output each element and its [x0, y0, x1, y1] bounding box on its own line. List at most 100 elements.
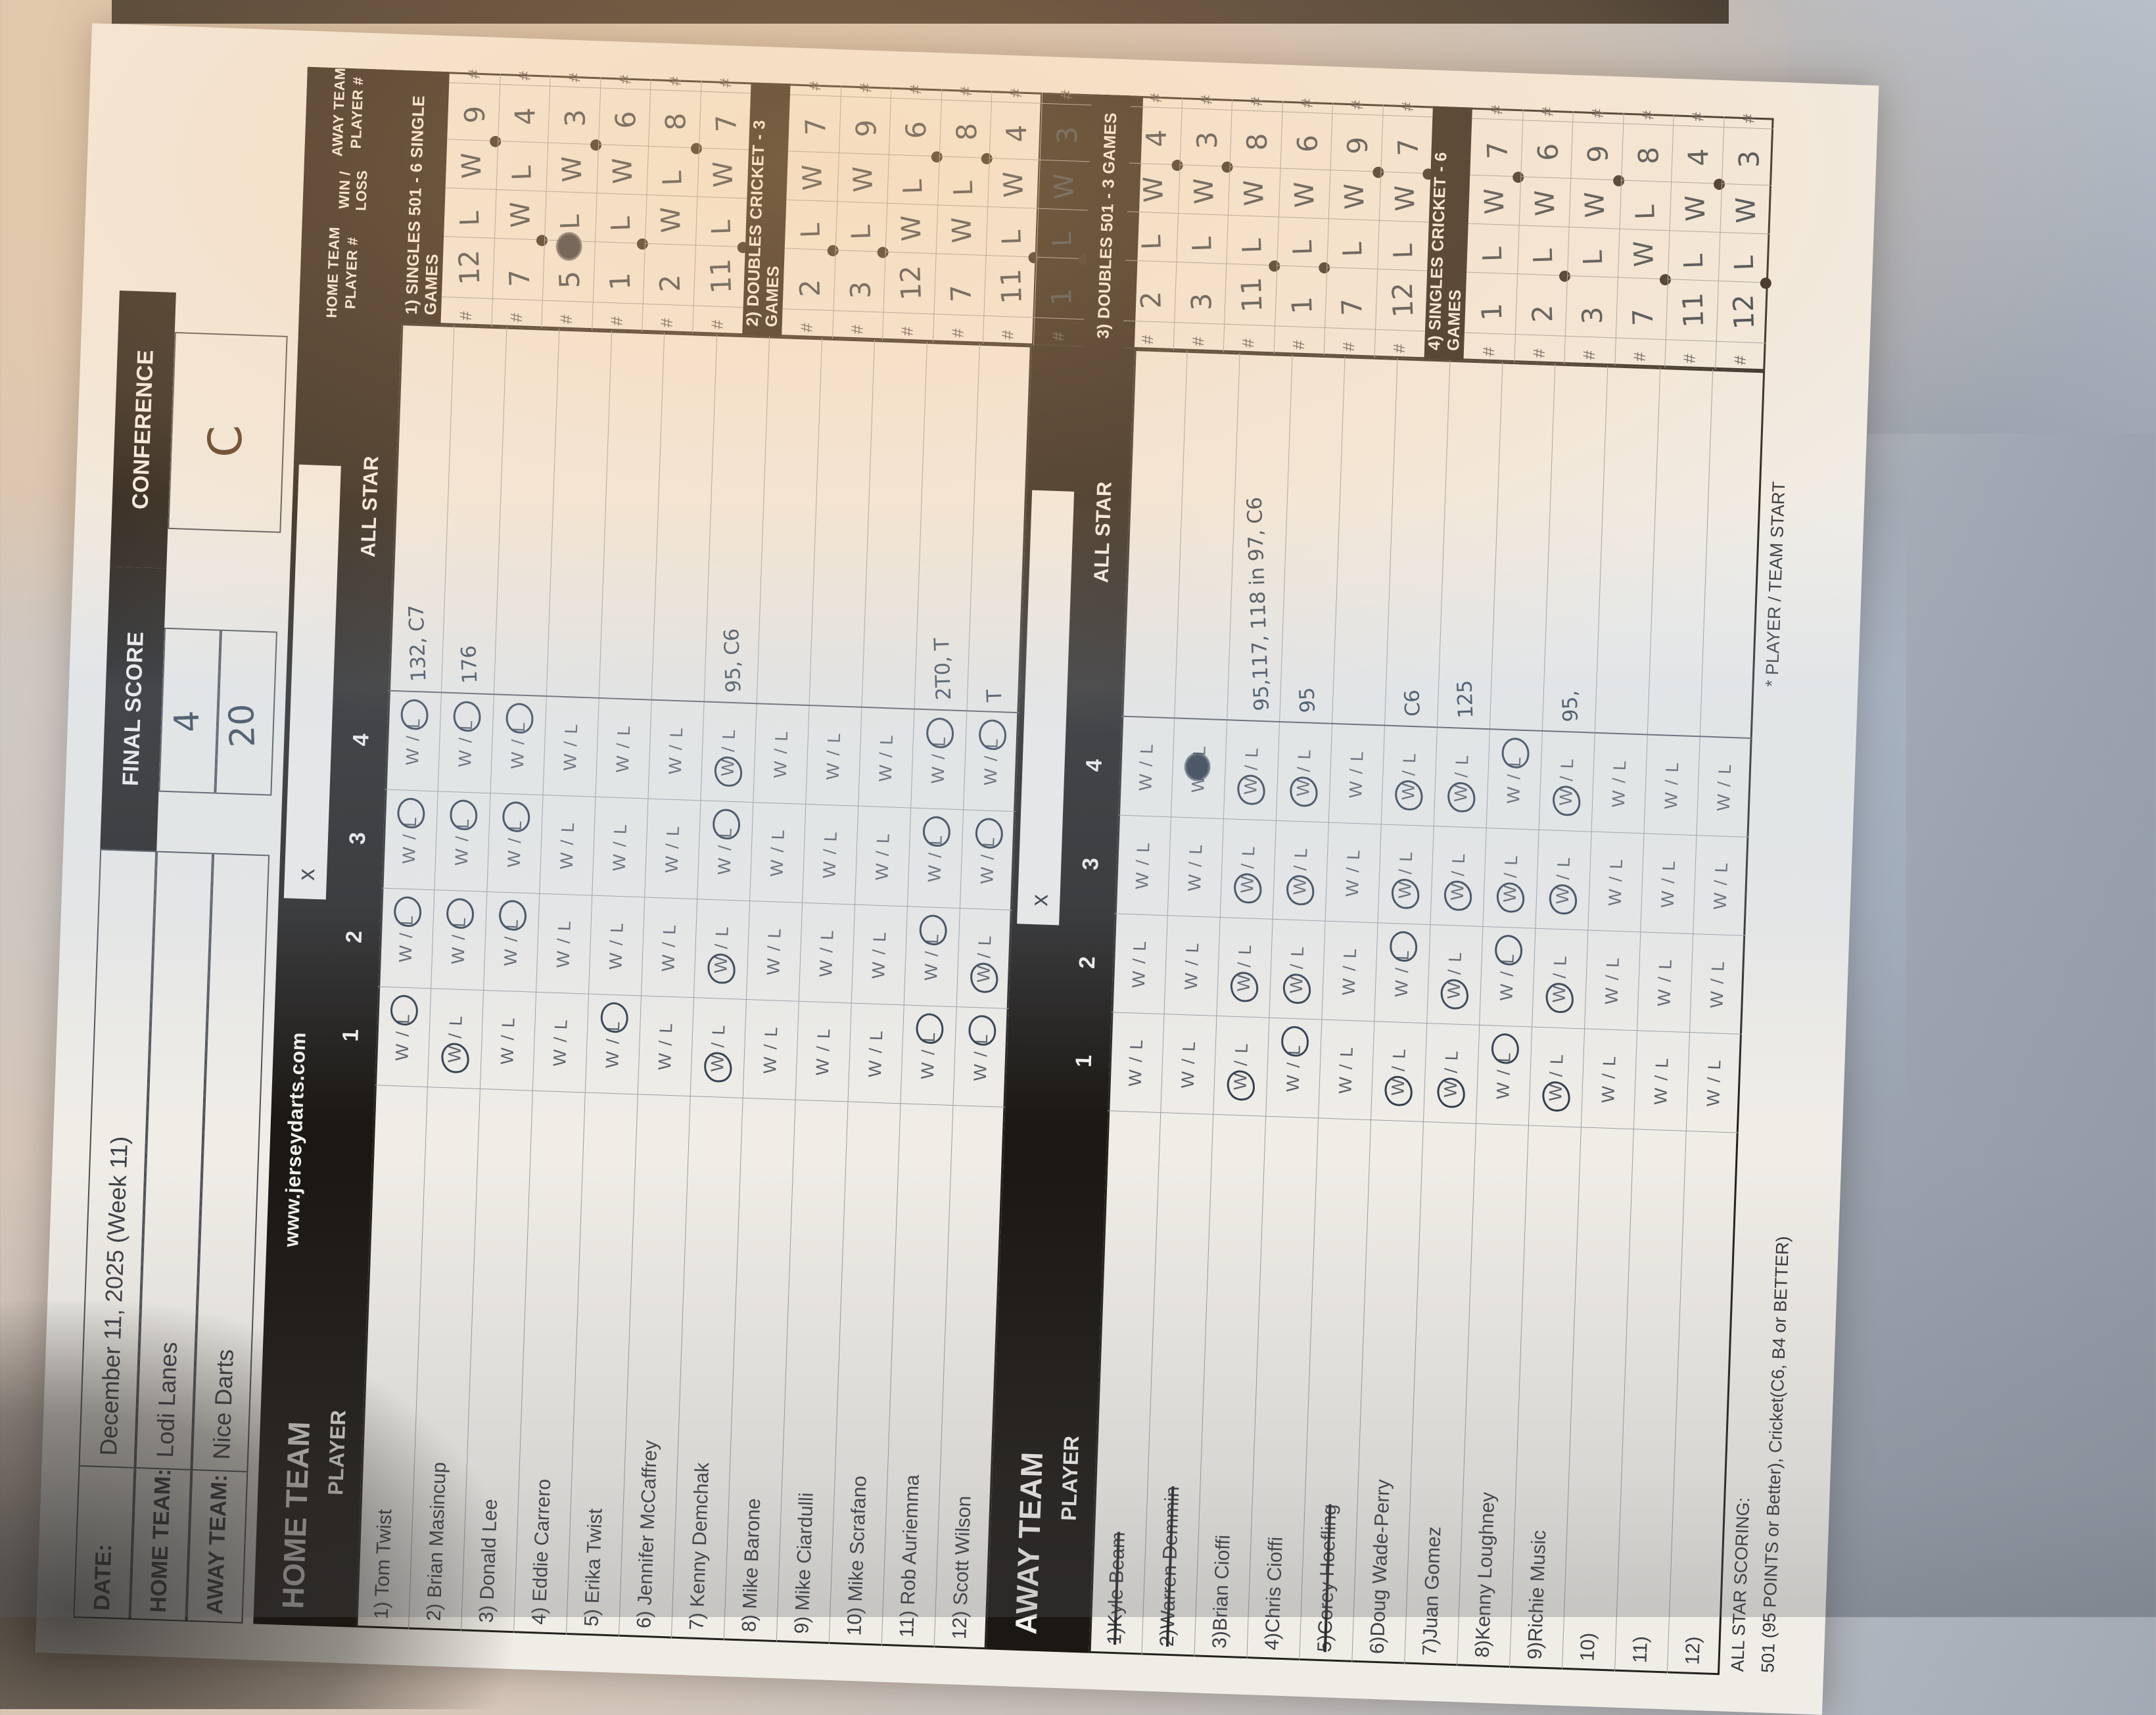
game-result-cell[interactable]: W / L	[963, 711, 1019, 812]
game-result-cell[interactable]: W / L	[1693, 835, 1749, 936]
game-result-cell[interactable]: W / L	[851, 904, 907, 1006]
game-result-cell[interactable]: W / L	[693, 899, 750, 1000]
game-result-cell[interactable]: W / L	[805, 705, 862, 807]
game-result-cell[interactable]: W / L	[1380, 726, 1437, 827]
game-result-cell[interactable]: W / L	[1486, 730, 1542, 830]
game-result-cell[interactable]: W / L	[592, 797, 648, 898]
game-result-cell[interactable]: W / L	[1219, 819, 1276, 920]
game-result-cell[interactable]: W / L	[700, 702, 757, 803]
game-result-cell[interactable]: W / L	[1430, 826, 1486, 927]
game-result-cell[interactable]: W / L	[1633, 1031, 1689, 1131]
game-result-cell[interactable]: W / L	[1689, 934, 1746, 1035]
game-result-cell[interactable]: W / L	[1163, 916, 1220, 1016]
game-result-cell[interactable]: W / L	[1433, 728, 1489, 829]
game-result-cell[interactable]: W / L	[640, 897, 697, 998]
game-result-cell[interactable]: W / L	[644, 799, 701, 900]
game-result-cell[interactable]: W / L	[1479, 926, 1535, 1027]
game-result-cell[interactable]: W / L	[795, 1001, 851, 1102]
game-result-cell[interactable]: W / L	[486, 793, 543, 894]
win-circle-mark	[1446, 781, 1476, 814]
game-result-cell[interactable]: W / L	[697, 801, 753, 902]
game-result-cell[interactable]: W / L	[1114, 815, 1171, 916]
game-result-cell[interactable]: W / L	[1637, 932, 1693, 1033]
game-result-cell[interactable]: W / L	[1108, 1012, 1164, 1114]
game-result-cell[interactable]: W / L	[1528, 1027, 1585, 1128]
record-subcolumn-line	[1123, 320, 1174, 323]
game-result-cell[interactable]: W / L	[1170, 718, 1227, 820]
game-result-cell[interactable]: W / L	[1685, 1033, 1742, 1133]
game-result-cell[interactable]: W / L	[1265, 1018, 1322, 1119]
game-result-cell[interactable]: W / L	[584, 994, 641, 1095]
game-result-cell[interactable]: W / L	[1422, 1023, 1480, 1124]
game-result-cell[interactable]: W / L	[1272, 820, 1328, 922]
game-result-cell[interactable]: W / L	[1532, 928, 1588, 1029]
game-result-cell[interactable]: W / L	[959, 810, 1016, 910]
game-result-cell[interactable]: W / L	[745, 901, 803, 1002]
game-result-cell[interactable]: W / L	[637, 996, 693, 1097]
game-result-cell[interactable]: W / L	[588, 895, 645, 997]
game-result-cell[interactable]: W / L	[381, 789, 438, 891]
game-result-cell[interactable]: W / L	[854, 806, 911, 907]
game-result-cell[interactable]: W / L	[1482, 828, 1539, 929]
game-result-cell[interactable]: W / L	[431, 890, 487, 991]
game-result-cell[interactable]: W / L	[536, 893, 592, 995]
game-result-cell[interactable]: W / L	[483, 892, 540, 993]
game-result-cell[interactable]: W / L	[690, 998, 746, 1098]
game-result-cell[interactable]: W / L	[1475, 1025, 1532, 1126]
game-result-cell[interactable]: W / L	[1216, 917, 1273, 1018]
game-result-cell[interactable]: W / L	[847, 1003, 904, 1104]
game-result-cell[interactable]: W / L	[952, 1007, 1009, 1108]
game-result-cell[interactable]: W / L	[1580, 1029, 1637, 1130]
game-result-cell[interactable]: W / L	[1111, 914, 1167, 1015]
record-row: # #12 L W 3	[1715, 114, 1774, 371]
game-result-cell[interactable]: W / L	[753, 704, 809, 805]
game-result-cell[interactable]: W / L	[1160, 1014, 1217, 1115]
game-result-cell[interactable]: W / L	[479, 990, 536, 1091]
game-result-cell[interactable]: W / L	[378, 888, 434, 989]
game-result-cell[interactable]: W / L	[437, 693, 494, 794]
game-result-cell[interactable]: W / L	[1584, 930, 1641, 1031]
game-result-cell[interactable]: W / L	[374, 987, 431, 1088]
game-result-cell[interactable]: W / L	[1275, 722, 1332, 823]
game-result-cell[interactable]: W / L	[1269, 919, 1325, 1020]
game-result-cell[interactable]: W / L	[385, 691, 441, 792]
game-result-cell[interactable]: W / L	[1377, 824, 1434, 926]
game-result-cell[interactable]: W / L	[900, 1005, 956, 1106]
game-result-cell[interactable]: W / L	[1426, 925, 1483, 1025]
game-result-cell[interactable]: W / L	[1167, 817, 1223, 918]
game-result-cell[interactable]: W / L	[1371, 1022, 1427, 1122]
game-result-cell[interactable]: W / L	[1213, 1016, 1269, 1117]
game-result-cell[interactable]: W / L	[956, 908, 1012, 1009]
game-result-cell[interactable]: W / L	[532, 992, 589, 1093]
game-result-cell[interactable]: W / L	[903, 906, 960, 1008]
game-result-cell[interactable]: W / L	[427, 989, 484, 1089]
game-result-cell[interactable]: W / L	[742, 999, 799, 1100]
game-result-cell[interactable]: W / L	[539, 795, 596, 896]
game-result-cell[interactable]: W / L	[1591, 733, 1647, 834]
game-result-cell[interactable]: W / L	[858, 707, 914, 809]
game-result-cell[interactable]: W / L	[1318, 1020, 1374, 1121]
game-result-cell[interactable]: W / L	[490, 695, 546, 795]
game-result-cell[interactable]: W / L	[1643, 735, 1700, 836]
game-result-cell[interactable]: W / L	[647, 700, 704, 801]
game-result-cell[interactable]: W / L	[1640, 834, 1697, 935]
game-result-cell[interactable]: W / L	[1324, 822, 1381, 924]
game-result-cell[interactable]: W / L	[1696, 737, 1752, 838]
game-result-cell[interactable]: W / L	[1321, 921, 1378, 1022]
game-result-cell[interactable]: W / L	[1374, 923, 1430, 1024]
game-result-cell[interactable]: W / L	[906, 808, 964, 909]
game-result-cell[interactable]: W / L	[1587, 832, 1644, 933]
game-result-cell[interactable]: W / L	[434, 791, 490, 893]
game-result-cell[interactable]: W / L	[802, 804, 858, 905]
game-result-cell[interactable]: W / L	[1538, 731, 1595, 832]
game-result-cell[interactable]: W / L	[910, 709, 967, 811]
game-result-cell[interactable]: W / L	[749, 803, 806, 903]
game-result-cell[interactable]: W / L	[595, 698, 651, 799]
game-result-cell[interactable]: W / L	[1328, 724, 1384, 825]
game-result-cell[interactable]: W / L	[798, 903, 855, 1004]
game-result-cell[interactable]: W / L	[1223, 720, 1280, 821]
game-result-cell[interactable]: W / L	[1117, 717, 1175, 818]
game-result-cell[interactable]: W / L	[1535, 830, 1591, 931]
game-result-cell[interactable]: W / L	[542, 697, 599, 797]
record-subcolumn-line	[833, 310, 883, 313]
